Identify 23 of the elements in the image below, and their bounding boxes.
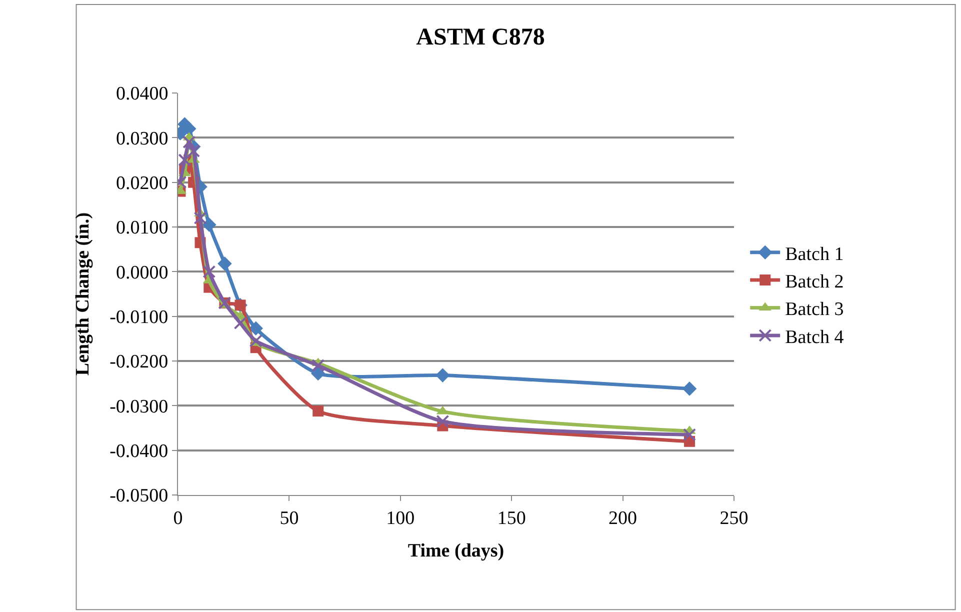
y-tick-label: -0.0300 [110, 396, 168, 418]
y-tick-label: -0.0500 [110, 486, 168, 507]
y-tick-label: -0.0400 [110, 440, 168, 462]
x-tick-label: 200 [608, 508, 638, 529]
x-axis-title: Time (days) [408, 540, 504, 562]
y-tick-label: -0.0100 [110, 306, 168, 328]
x-tick-label: 250 [720, 508, 748, 529]
x-tick-label: 50 [280, 508, 299, 529]
x-tick-label: 0 [173, 508, 183, 529]
y-tick-label: 0.0000 [116, 262, 168, 284]
y-axis-title: Length Change (in.) [72, 212, 94, 376]
y-tick-label: 0.0400 [116, 84, 168, 105]
legend-label: Batch 2 [785, 271, 844, 292]
legend-label: Batch 1 [785, 244, 844, 265]
x-tick-label: 150 [497, 508, 526, 529]
y-tick-label: 0.0300 [116, 128, 168, 150]
legend-label: Batch 4 [785, 326, 844, 348]
x-tick-label: 100 [386, 508, 415, 529]
y-tick-label: 0.0200 [116, 172, 168, 194]
chart-title: ASTM C878 [416, 24, 545, 50]
y-tick-label: 0.0100 [116, 218, 168, 239]
legend-label: Batch 3 [785, 299, 844, 320]
y-tick-label: -0.0200 [110, 352, 168, 373]
